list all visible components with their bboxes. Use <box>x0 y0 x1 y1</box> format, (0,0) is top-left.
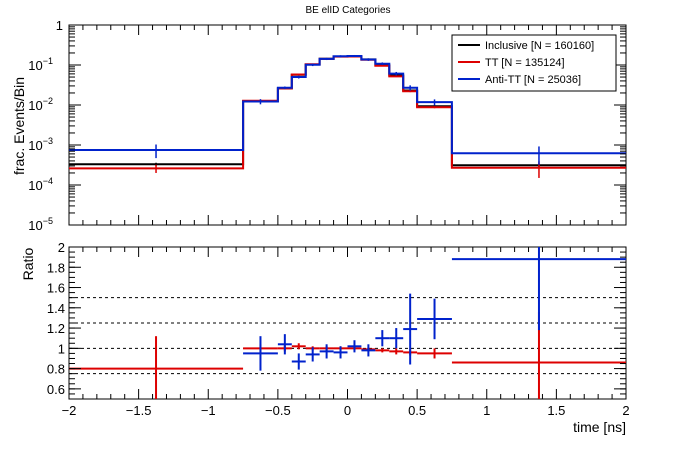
top-y-tick-label: 10−5 <box>28 216 53 233</box>
x-axis-label: time [ns] <box>573 419 626 435</box>
top-series-2 <box>69 54 626 165</box>
chart-title: BE elID Categories <box>305 5 390 16</box>
bottom-series-0 <box>69 311 626 399</box>
top-panel: 10−5 10−4 10−3 10−2 10−1 1 frac. Events/Bin I… <box>11 18 627 233</box>
legend: Inclusive [N = 160160] TT [N = 135124] Ant… <box>451 34 617 92</box>
bottom-y-tick-label: 1.8 <box>47 260 65 275</box>
bottom-panel: 0.6 0.8 1 1.2 1.4 1.6 1.8 2 −2 −1.5 −1 −0.5 0 0.5 1 1.5… <box>20 240 630 435</box>
top-y-tick-label: 10−2 <box>28 96 53 113</box>
bottom-y-tick-label: 2 <box>58 240 65 255</box>
x-tick-label: 2 <box>622 403 629 418</box>
bottom-series-1 <box>243 247 626 371</box>
top-series-group <box>69 54 626 178</box>
legend-label: Anti-TT [N = 25036] <box>485 74 581 86</box>
bottom-y-tick-label: 1.2 <box>47 321 65 336</box>
bottom-y-tick-label: 1.4 <box>47 301 65 316</box>
x-tick-label: −1.5 <box>126 403 152 418</box>
bottom-y-axis-label: Ratio <box>20 247 36 280</box>
x-tick-label: 0.5 <box>408 403 426 418</box>
bottom-y-tick-label: 1 <box>58 341 65 356</box>
top-y-axis-label: frac. Events/Bin <box>11 77 27 175</box>
x-tick-label: 0 <box>344 403 351 418</box>
x-tick-label: −2 <box>62 403 77 418</box>
bottom-y-tick-label: 0.6 <box>47 382 65 397</box>
top-y-tick-label: 10−1 <box>28 56 53 73</box>
top-axis-ticks: 10−5 10−4 10−3 10−2 10−1 1 <box>28 18 627 233</box>
bottom-series-group <box>69 247 626 399</box>
legend-label: TT [N = 135124] <box>485 57 565 69</box>
x-tick-label: −0.5 <box>265 403 291 418</box>
legend-label: Inclusive [N = 160160] <box>485 40 594 52</box>
top-y-tick-label: 10−3 <box>28 136 53 153</box>
top-y-tick-label: 1 <box>56 18 63 33</box>
x-tick-label: 1 <box>483 403 490 418</box>
bottom-axis-ticks: 0.6 0.8 1 1.2 1.4 1.6 1.8 2 −2 −1.5 −1 −0.5 0 0.5 1 1.5… <box>47 240 630 418</box>
x-tick-label: 1.5 <box>547 403 565 418</box>
bottom-y-tick-label: 0.8 <box>47 362 65 377</box>
x-tick-label: −1 <box>201 403 216 418</box>
bottom-y-tick-label: 1.6 <box>47 281 65 296</box>
top-y-tick-label: 10−4 <box>28 176 53 193</box>
